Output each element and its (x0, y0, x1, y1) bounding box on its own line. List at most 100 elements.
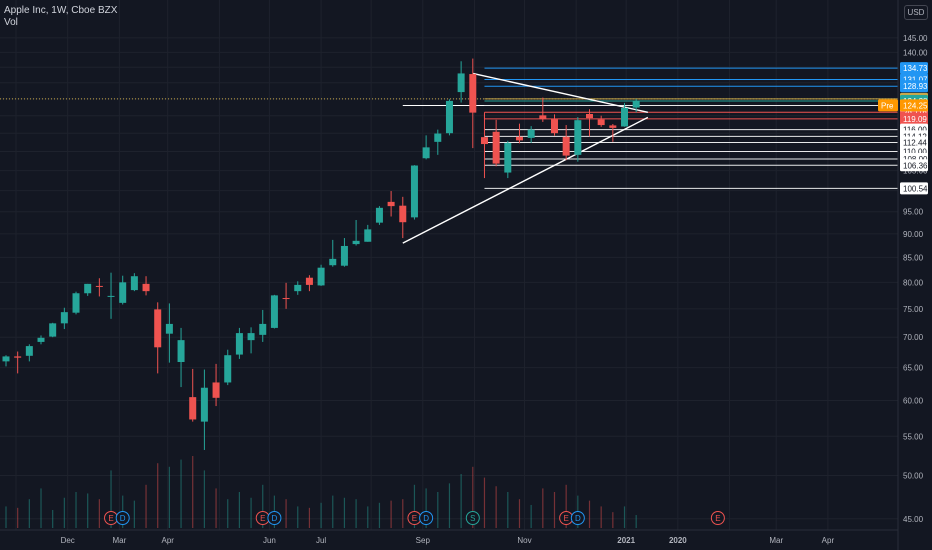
candle-body[interactable] (562, 136, 570, 156)
candle-body[interactable] (457, 73, 465, 93)
trendlines[interactable] (402, 72, 649, 244)
candle-body[interactable] (632, 101, 640, 108)
volume-bar (192, 456, 194, 528)
candle-body[interactable] (550, 119, 558, 134)
candle-body[interactable] (329, 258, 337, 266)
candle-body[interactable] (294, 284, 302, 292)
event-marker-d[interactable] (419, 511, 434, 525)
candle-body[interactable] (445, 100, 453, 134)
price-tick-label: 55.00 (903, 432, 924, 441)
level-lines[interactable] (0, 67, 898, 189)
candle-body[interactable] (25, 346, 33, 356)
candle-body[interactable] (119, 282, 127, 303)
candle-body[interactable] (247, 333, 255, 341)
event-marker-d[interactable] (570, 511, 585, 525)
trendline[interactable] (472, 72, 649, 113)
time-tick-label: 2021 (617, 536, 635, 545)
candle-body[interactable] (212, 382, 220, 398)
price-badge-text: 119.09 (903, 115, 927, 124)
volume-bar (378, 502, 381, 528)
candle-body[interactable] (574, 120, 582, 155)
time-tick-label: Mar (112, 536, 126, 545)
candle-body[interactable] (224, 355, 232, 383)
volume-bar (168, 466, 170, 528)
candle-body[interactable] (84, 283, 92, 294)
candle-body[interactable] (539, 115, 547, 120)
candle-body[interactable] (165, 323, 173, 334)
currency-button[interactable]: USD (904, 5, 928, 20)
candle-body[interactable] (317, 267, 325, 286)
candle-body[interactable] (282, 298, 290, 300)
candle-body[interactable] (107, 295, 115, 297)
candle-body[interactable] (434, 133, 442, 142)
volume-bar (343, 497, 346, 528)
time-tick-label: 2020 (669, 536, 687, 545)
event-marker-e[interactable] (710, 511, 725, 525)
candle-body[interactable] (340, 245, 348, 266)
trendline[interactable] (402, 116, 649, 244)
volume-bar (63, 497, 65, 528)
volume-bar (483, 477, 486, 528)
candle-body[interactable] (60, 312, 68, 324)
candle-body[interactable] (422, 147, 430, 159)
event-marker-d[interactable] (267, 511, 282, 525)
candle-body[interactable] (154, 309, 162, 348)
candle-body[interactable] (527, 129, 535, 138)
candle-body[interactable] (410, 165, 418, 218)
time-axis[interactable]: Dec 2020 Mar Apr Jun Jul Sep Nov 2021 Mar Apr (0, 529, 898, 545)
candle-body[interactable] (235, 333, 243, 355)
candle-body[interactable] (189, 397, 197, 420)
price-badge-text: 134.73 (903, 64, 928, 73)
candle-body[interactable] (515, 136, 523, 141)
candle-body[interactable] (49, 323, 57, 337)
candle-body[interactable] (14, 356, 22, 358)
event-marker-letter: D (423, 514, 429, 523)
price-badge-text: 128.93 (903, 82, 928, 91)
candle-body[interactable] (177, 340, 185, 362)
candle-body[interactable] (621, 107, 629, 127)
candle-body[interactable] (387, 201, 395, 207)
event-marker-s[interactable] (465, 511, 480, 525)
candle-body[interactable] (95, 285, 103, 287)
candle-body[interactable] (259, 323, 267, 335)
volume-bar (612, 512, 614, 528)
price-badge-text: 100.54 (903, 184, 928, 193)
candle-body[interactable] (270, 295, 278, 328)
volume-bar (623, 506, 626, 528)
candle-body[interactable] (504, 142, 512, 173)
candle-body[interactable] (37, 337, 45, 342)
candle-body[interactable] (305, 277, 313, 285)
volume-bar (588, 500, 591, 528)
candle-body[interactable] (399, 205, 407, 223)
event-marker-d[interactable] (115, 511, 130, 525)
candle-body[interactable] (2, 356, 10, 362)
price-badge (900, 136, 928, 149)
candle-body[interactable] (492, 131, 500, 164)
volume-bar (402, 499, 404, 528)
candle-body[interactable] (142, 283, 150, 292)
candle-body[interactable] (375, 207, 383, 223)
price-tick-label: 45.00 (903, 515, 924, 524)
candle-body[interactable] (469, 74, 477, 113)
price-tick-label: 85.00 (903, 253, 924, 262)
candles[interactable] (2, 58, 640, 450)
candle-body[interactable] (130, 276, 138, 291)
candle-body[interactable] (586, 113, 593, 119)
price-tick-label: 95.00 (903, 208, 924, 217)
candle-body[interactable] (352, 240, 360, 245)
candle-body[interactable] (480, 137, 488, 145)
chart-legend: Apple Inc, 1W, Cboe BZX Vol (4, 5, 117, 29)
pre-market-tag-text: Pre (881, 101, 894, 110)
candle-body[interactable] (364, 229, 372, 242)
candle-body[interactable] (597, 119, 605, 126)
symbol-title[interactable]: Apple Inc, 1W, Cboe BZX (4, 5, 118, 16)
volume-bar (448, 483, 451, 528)
volume-bar (98, 499, 100, 528)
candle-body[interactable] (609, 125, 617, 128)
price-tick-label: 145.00 (903, 34, 928, 43)
candle-body[interactable] (72, 293, 80, 313)
candle-body[interactable] (200, 387, 208, 422)
